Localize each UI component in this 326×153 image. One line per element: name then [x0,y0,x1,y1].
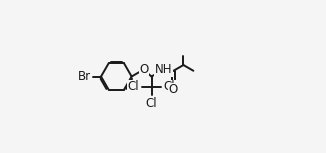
Text: Cl: Cl [128,80,139,93]
Text: O: O [139,63,148,76]
Text: O: O [169,83,178,96]
Text: Br: Br [78,70,91,83]
Text: Cl: Cl [146,97,157,110]
Text: Cl: Cl [164,80,175,93]
Text: NH: NH [155,63,172,76]
